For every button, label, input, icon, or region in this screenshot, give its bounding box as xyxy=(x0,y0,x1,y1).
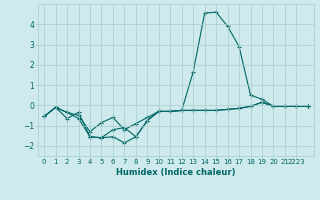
X-axis label: Humidex (Indice chaleur): Humidex (Indice chaleur) xyxy=(116,168,236,177)
